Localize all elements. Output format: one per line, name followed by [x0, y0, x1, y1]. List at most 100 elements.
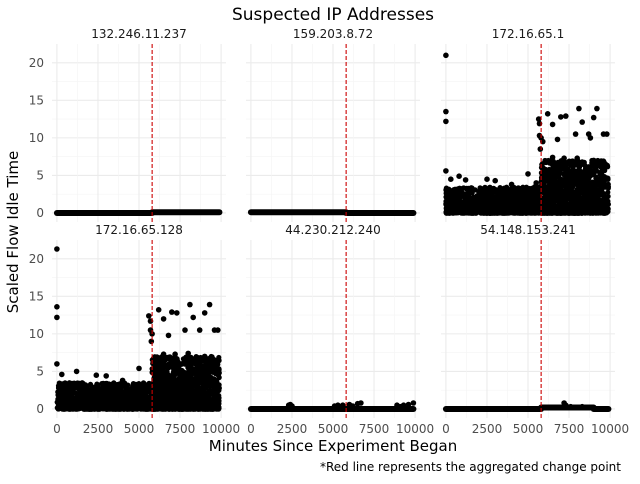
data-point — [587, 135, 594, 141]
data-point — [557, 189, 563, 195]
data-point — [94, 381, 100, 387]
data-point — [448, 176, 454, 182]
data-point — [74, 383, 80, 389]
y-tick-label: 20 — [29, 56, 44, 70]
data-point — [138, 386, 144, 392]
data-point — [54, 361, 60, 367]
data-point — [196, 327, 203, 333]
data-point — [446, 210, 452, 216]
data-point — [103, 406, 110, 412]
data-point — [56, 404, 62, 410]
data-point — [119, 391, 125, 397]
data-point — [461, 210, 468, 216]
data-point — [485, 191, 491, 197]
data-point — [400, 402, 407, 409]
data-point — [93, 372, 100, 379]
data-point — [73, 390, 79, 396]
data-point — [487, 187, 493, 194]
data-point — [505, 199, 511, 205]
data-point — [537, 146, 544, 152]
data-point — [468, 185, 474, 191]
data-point — [556, 178, 563, 185]
x-tick-label: 7500 — [554, 422, 585, 436]
data-point — [73, 368, 80, 375]
data-point — [119, 377, 126, 384]
data-point — [66, 380, 72, 386]
data-point — [576, 105, 582, 112]
panel-2: 159.203.8.72 — [246, 27, 420, 222]
data-point — [62, 401, 68, 407]
data-point — [99, 394, 105, 400]
x-axis-label: Minutes Since Experiment Began — [209, 437, 457, 455]
x-tick-label: 5000 — [513, 422, 544, 436]
panel-1: 132.246.11.237 0 5 10 15 20 — [29, 27, 226, 222]
data-point — [136, 365, 142, 372]
data-point — [62, 406, 68, 412]
data-point — [443, 198, 449, 204]
data-point — [349, 403, 356, 409]
data-point — [196, 375, 202, 382]
data-point — [563, 187, 569, 193]
data-point — [177, 379, 184, 385]
data-point — [179, 397, 185, 403]
data-point — [202, 364, 208, 370]
data-point — [590, 192, 597, 198]
data-point — [481, 202, 488, 208]
data-point — [54, 304, 60, 310]
data-point — [586, 193, 592, 199]
data-point — [59, 371, 65, 378]
data-point — [206, 301, 213, 308]
data-point — [597, 169, 603, 176]
data-point — [201, 310, 208, 316]
data-point — [581, 159, 587, 165]
data-point — [484, 176, 490, 182]
data-point — [598, 164, 604, 170]
data-point — [550, 168, 556, 174]
data-point — [458, 203, 465, 209]
data-point — [170, 398, 176, 404]
data-point — [110, 393, 116, 399]
data-point — [460, 185, 466, 191]
data-point — [462, 177, 469, 183]
panel-3: 172.16.65.1 — [441, 27, 615, 222]
data-point — [564, 192, 570, 199]
y-tick-label: 15 — [29, 93, 44, 107]
data-point — [150, 406, 156, 412]
data-point — [214, 377, 220, 383]
data-point — [575, 167, 581, 174]
data-point — [166, 355, 172, 361]
data-point — [558, 201, 565, 207]
data-point — [443, 108, 449, 115]
data-point — [160, 406, 166, 412]
data-point — [206, 365, 213, 371]
data-point — [206, 406, 212, 412]
data-point — [188, 371, 194, 377]
data-point — [588, 204, 594, 211]
data-point — [146, 313, 152, 319]
x-tick-label: 2500 — [277, 422, 308, 436]
data-point — [135, 395, 142, 401]
y-tick-label: 0 — [36, 206, 44, 220]
data-point — [201, 382, 207, 388]
data-point — [595, 187, 602, 193]
x-tick-label: 5000 — [318, 422, 349, 436]
data-point — [456, 173, 462, 179]
x-tick-label: 5000 — [124, 422, 155, 436]
data-point — [174, 366, 180, 372]
data-point — [600, 205, 606, 212]
x-tick-label: 0 — [442, 422, 450, 436]
data-point — [509, 203, 515, 209]
data-point — [104, 397, 110, 403]
data-point — [215, 406, 222, 412]
data-point — [520, 201, 527, 207]
data-point — [493, 197, 499, 203]
data-point — [464, 199, 470, 205]
panel-4: 172.16.65.128 0 5 10 15 20 0 2500 5000 7500 10000 — [29, 223, 240, 436]
data-point — [543, 188, 549, 194]
data-point — [569, 180, 575, 186]
x-tick-label: 0 — [53, 422, 61, 436]
data-point — [129, 406, 136, 412]
data-point — [602, 167, 608, 174]
facet-label: 172.16.65.1 — [492, 27, 565, 41]
data-point — [126, 390, 132, 396]
